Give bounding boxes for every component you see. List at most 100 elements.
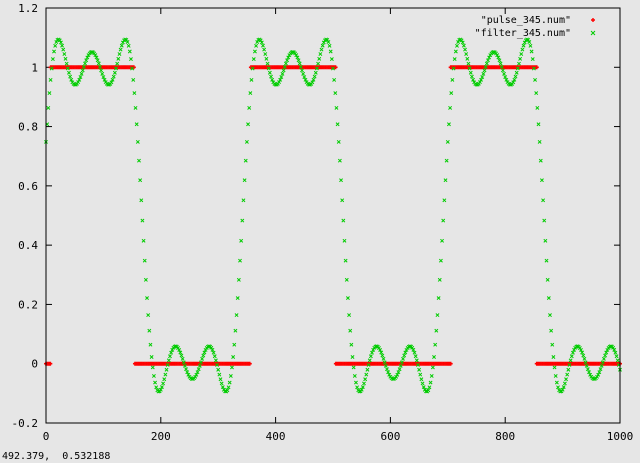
filter-point <box>537 139 542 144</box>
filter-point <box>239 238 244 243</box>
filter-point <box>580 350 585 355</box>
filter-point <box>394 374 399 379</box>
filter-point <box>345 296 350 301</box>
filter-point <box>124 37 129 42</box>
filter-point <box>301 71 306 76</box>
filter-point <box>565 372 570 377</box>
filter-point <box>151 373 156 378</box>
filter-point <box>395 372 400 377</box>
filter-point <box>244 139 249 144</box>
x-tick-label: 1000 <box>607 430 634 443</box>
filter-point <box>110 77 115 82</box>
filter-point <box>153 380 158 385</box>
filter-point <box>72 82 77 87</box>
filter-point <box>387 372 392 377</box>
filter-point <box>95 58 100 63</box>
filter-point <box>612 347 617 352</box>
filter-point <box>486 58 490 63</box>
filter-point <box>502 71 507 76</box>
filter-point <box>254 43 259 48</box>
filter-point <box>368 354 373 359</box>
filter-point <box>599 363 604 368</box>
filter-point <box>585 367 590 372</box>
filter-point <box>282 64 287 69</box>
filter-point <box>362 381 366 386</box>
filter-point <box>448 105 453 110</box>
filter-point <box>421 385 426 390</box>
filter-point <box>528 43 533 48</box>
filter-point <box>495 53 500 58</box>
filter-point <box>463 47 467 52</box>
filter-point <box>381 356 386 361</box>
filter-point <box>98 64 102 69</box>
filter-point <box>48 77 53 82</box>
filter-point <box>611 345 616 350</box>
filter-point <box>497 58 502 63</box>
filter-point <box>96 61 101 66</box>
filter-point <box>437 277 442 282</box>
filter-point <box>242 178 247 183</box>
filter-point <box>94 55 99 60</box>
filter-point <box>67 70 71 75</box>
filter-point <box>352 373 357 378</box>
filter-point <box>168 354 172 359</box>
filter-point <box>320 43 325 48</box>
filter-point <box>240 218 245 223</box>
filter-point <box>243 158 248 163</box>
filter-point <box>483 64 488 69</box>
filter-point <box>233 328 238 333</box>
filter-point <box>366 362 371 367</box>
filter-point <box>280 71 285 76</box>
filter-point <box>601 356 606 361</box>
filter-point <box>604 350 609 355</box>
pulse-point <box>48 361 53 366</box>
filter-point <box>147 328 152 333</box>
filter-point <box>566 367 571 372</box>
filter-point <box>522 40 527 45</box>
filter-point <box>212 354 217 359</box>
filter-point <box>367 358 372 363</box>
filter-point <box>420 381 425 386</box>
filter-point <box>209 345 214 350</box>
filter-point <box>83 61 87 66</box>
filter-point <box>62 52 67 56</box>
filter-point <box>61 47 66 52</box>
filter-point <box>296 58 301 63</box>
filter-point <box>444 158 449 163</box>
filter-point <box>58 40 63 45</box>
filter-point <box>427 385 432 390</box>
filter-point <box>127 49 132 54</box>
filter-point <box>556 385 560 390</box>
filter-point <box>112 70 117 75</box>
filter-point <box>219 381 224 386</box>
filter-point <box>413 354 418 359</box>
filter-point <box>511 80 516 85</box>
filter-point <box>180 356 185 361</box>
filter-point <box>185 370 190 375</box>
filter-point <box>553 373 558 378</box>
filter-point <box>133 105 138 110</box>
filter-point <box>78 75 83 79</box>
filter-point <box>336 139 341 144</box>
filter-point <box>518 56 523 61</box>
filter-point <box>533 77 538 82</box>
filter-point <box>404 348 409 352</box>
filter-point <box>130 66 135 71</box>
tick-group <box>45 7 621 424</box>
filter-point <box>312 74 317 79</box>
filter-point <box>465 56 470 61</box>
filter-point <box>325 37 330 42</box>
filter-point <box>386 370 391 375</box>
filter-point <box>414 358 419 363</box>
filter-point <box>398 363 403 368</box>
filter-point <box>419 377 424 382</box>
filter-point <box>399 360 404 365</box>
filter-point <box>401 356 405 361</box>
filter-point <box>264 56 269 61</box>
filter-point <box>526 37 531 42</box>
filter-point <box>230 365 234 370</box>
filter-point <box>181 360 186 365</box>
filter-point <box>319 47 324 52</box>
filter-point <box>317 56 322 61</box>
